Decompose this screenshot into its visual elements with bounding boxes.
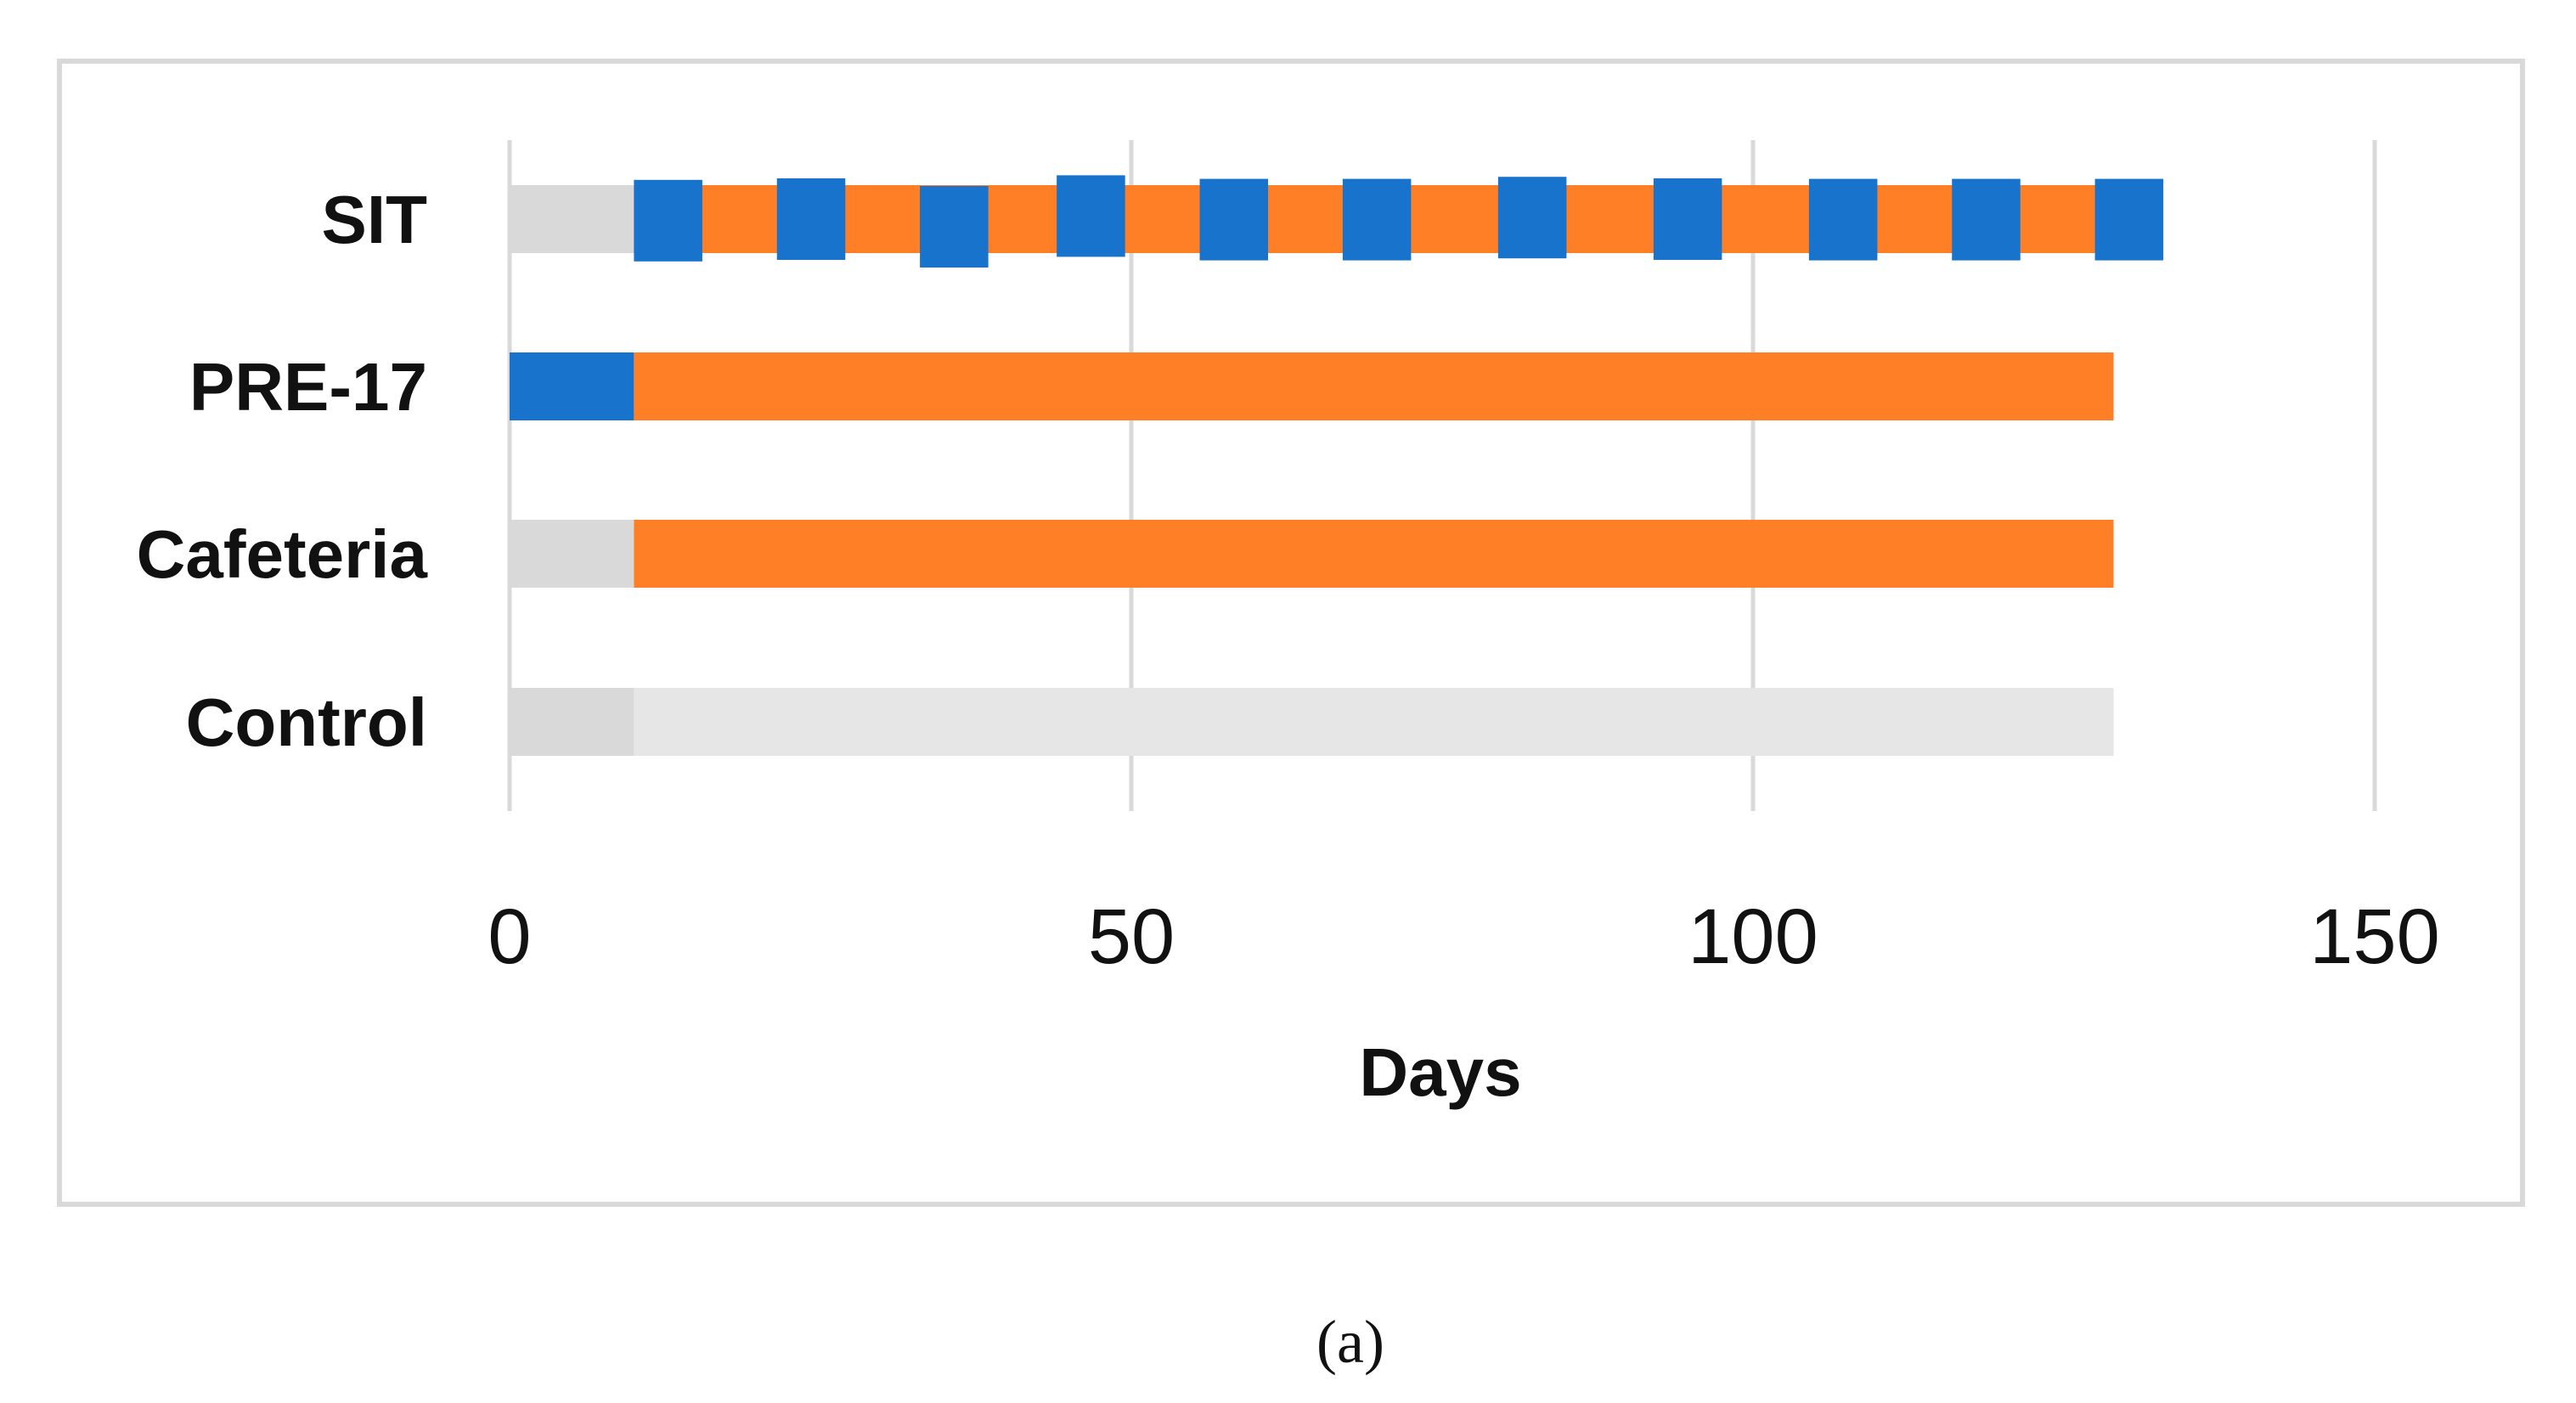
bar-control-segment-2 <box>634 688 2114 756</box>
sit-marker <box>1497 177 1567 259</box>
x-tick-label: 50 <box>1088 893 1175 980</box>
category-label-control: Control <box>186 685 427 760</box>
sit-marker <box>1653 178 1722 260</box>
x-tick-label: 100 <box>1688 893 1818 980</box>
figure-caption: (a) <box>1316 1308 1384 1376</box>
x-tick-labels: 0 50 100 150 <box>488 893 2439 980</box>
sit-marker <box>1057 175 1125 257</box>
sit-marker <box>1808 178 1878 261</box>
sit-marker <box>1342 178 1412 261</box>
x-tick-label: 0 <box>488 893 531 980</box>
sit-marker <box>1199 178 1269 261</box>
sit-marker <box>776 178 846 260</box>
sit-marker <box>2094 178 2164 261</box>
bar-cafeteria-segment-1 <box>510 520 634 588</box>
bar-pre-17-segment-1 <box>510 352 634 420</box>
bar-sit-segment-1 <box>510 185 634 253</box>
bar-control-segment-1 <box>510 688 634 756</box>
category-label-pre-17: PRE-17 <box>189 349 427 425</box>
bar-pre-17-segment-2 <box>634 352 2114 420</box>
sit-marker <box>920 186 989 268</box>
category-label-cafeteria: Cafeteria <box>137 516 428 592</box>
sit-marker <box>1952 178 2021 261</box>
bar-cafeteria-segment-2 <box>634 520 2114 588</box>
x-axis-title: Days <box>1359 1034 1521 1110</box>
sit-marker <box>634 179 702 262</box>
category-labels: SIT PRE-17 Cafeteria Control <box>137 182 428 760</box>
sit-markers <box>634 175 2164 268</box>
x-tick-label: 150 <box>2309 893 2440 980</box>
category-label-sit: SIT <box>322 182 428 257</box>
